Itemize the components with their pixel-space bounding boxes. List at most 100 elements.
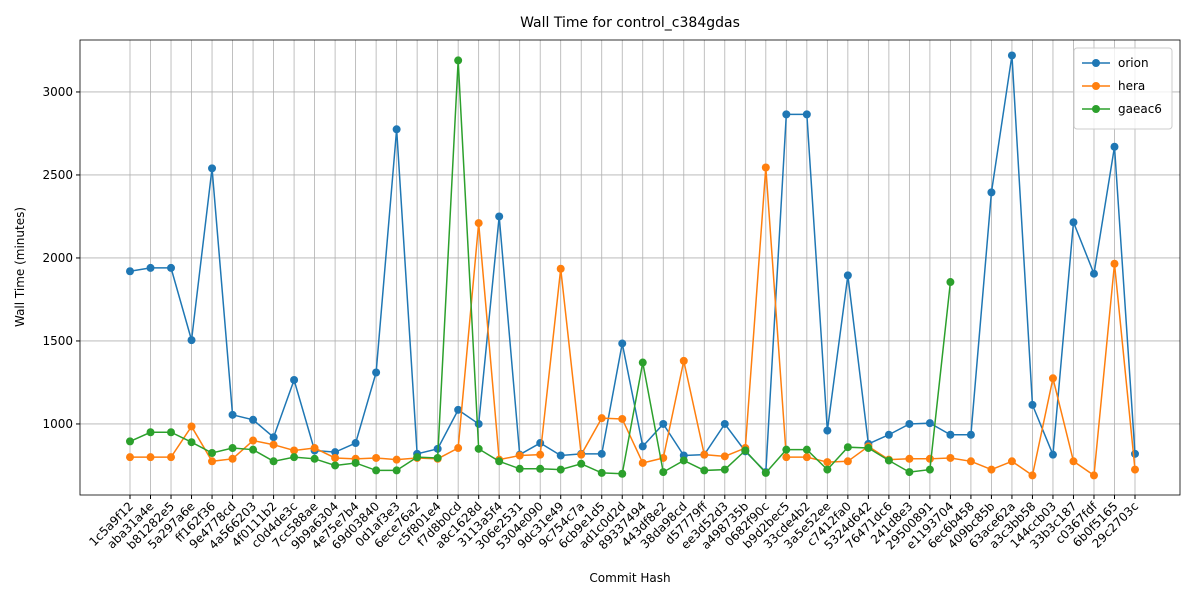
point	[208, 457, 217, 466]
point	[515, 464, 524, 473]
point	[802, 110, 811, 119]
legend-label: orion	[1118, 56, 1149, 70]
point	[351, 439, 360, 448]
point	[700, 466, 709, 475]
point	[331, 448, 340, 457]
plot-frame	[79, 39, 1181, 496]
point	[1089, 269, 1098, 278]
point	[843, 457, 852, 466]
point	[228, 454, 237, 463]
point	[515, 451, 524, 460]
point	[577, 450, 586, 459]
point	[905, 454, 914, 463]
point	[597, 449, 606, 458]
point	[454, 56, 463, 65]
point	[146, 263, 155, 272]
point	[536, 439, 545, 448]
y-tick-label: 2500	[42, 168, 73, 182]
point	[536, 464, 545, 473]
point	[372, 368, 381, 377]
legend-label: gaeac6	[1118, 102, 1162, 116]
point	[1028, 471, 1037, 480]
point	[823, 465, 832, 474]
point	[802, 445, 811, 454]
point	[126, 267, 134, 276]
point	[946, 453, 955, 462]
y-tick-label: 2000	[42, 251, 73, 265]
point	[720, 465, 729, 474]
point	[700, 450, 709, 459]
point	[884, 430, 893, 439]
point	[823, 458, 832, 467]
point	[290, 453, 299, 462]
point	[269, 433, 278, 442]
point	[597, 468, 606, 477]
point	[474, 219, 483, 228]
point	[1007, 51, 1016, 60]
point	[1110, 259, 1119, 268]
point	[536, 450, 545, 459]
point	[966, 457, 975, 466]
point	[925, 454, 934, 463]
point	[1089, 471, 1098, 480]
point	[433, 453, 442, 462]
point	[720, 419, 729, 428]
point	[761, 163, 770, 172]
point	[269, 440, 278, 449]
point	[126, 453, 134, 462]
point	[495, 457, 504, 466]
point	[167, 263, 176, 272]
point	[946, 278, 955, 287]
point	[618, 469, 627, 478]
point	[556, 264, 565, 273]
point	[843, 443, 852, 452]
point	[905, 468, 914, 477]
point	[1048, 450, 1057, 459]
point	[1048, 374, 1057, 383]
point	[638, 458, 647, 467]
point	[187, 422, 196, 431]
point	[269, 457, 278, 466]
point	[782, 110, 791, 119]
y-tick-label: 1500	[42, 334, 73, 348]
point	[1069, 218, 1078, 227]
point	[638, 442, 647, 451]
point	[679, 456, 688, 465]
point	[208, 164, 217, 173]
point	[126, 437, 134, 446]
point	[1069, 457, 1078, 466]
point	[659, 468, 668, 477]
point	[925, 419, 934, 428]
point	[146, 453, 155, 462]
point	[1028, 400, 1037, 409]
point	[331, 461, 340, 470]
point	[618, 339, 627, 348]
point	[741, 446, 750, 455]
point	[228, 444, 237, 453]
point	[946, 430, 955, 439]
point	[597, 414, 606, 423]
point	[454, 405, 463, 414]
point	[249, 415, 258, 424]
point	[1110, 142, 1119, 151]
point	[966, 430, 975, 439]
point	[1131, 449, 1139, 458]
point	[290, 375, 299, 384]
point	[249, 445, 258, 454]
point	[638, 358, 647, 367]
point	[843, 271, 852, 280]
point	[577, 459, 586, 468]
y-tick-label: 1000	[42, 417, 73, 431]
point	[392, 466, 401, 475]
point	[905, 419, 914, 428]
point	[187, 336, 196, 345]
point	[310, 444, 319, 453]
point	[864, 444, 873, 453]
point	[187, 438, 196, 447]
point	[1007, 457, 1016, 466]
point	[925, 465, 934, 474]
point	[782, 445, 791, 454]
legend-marker	[1092, 82, 1100, 90]
